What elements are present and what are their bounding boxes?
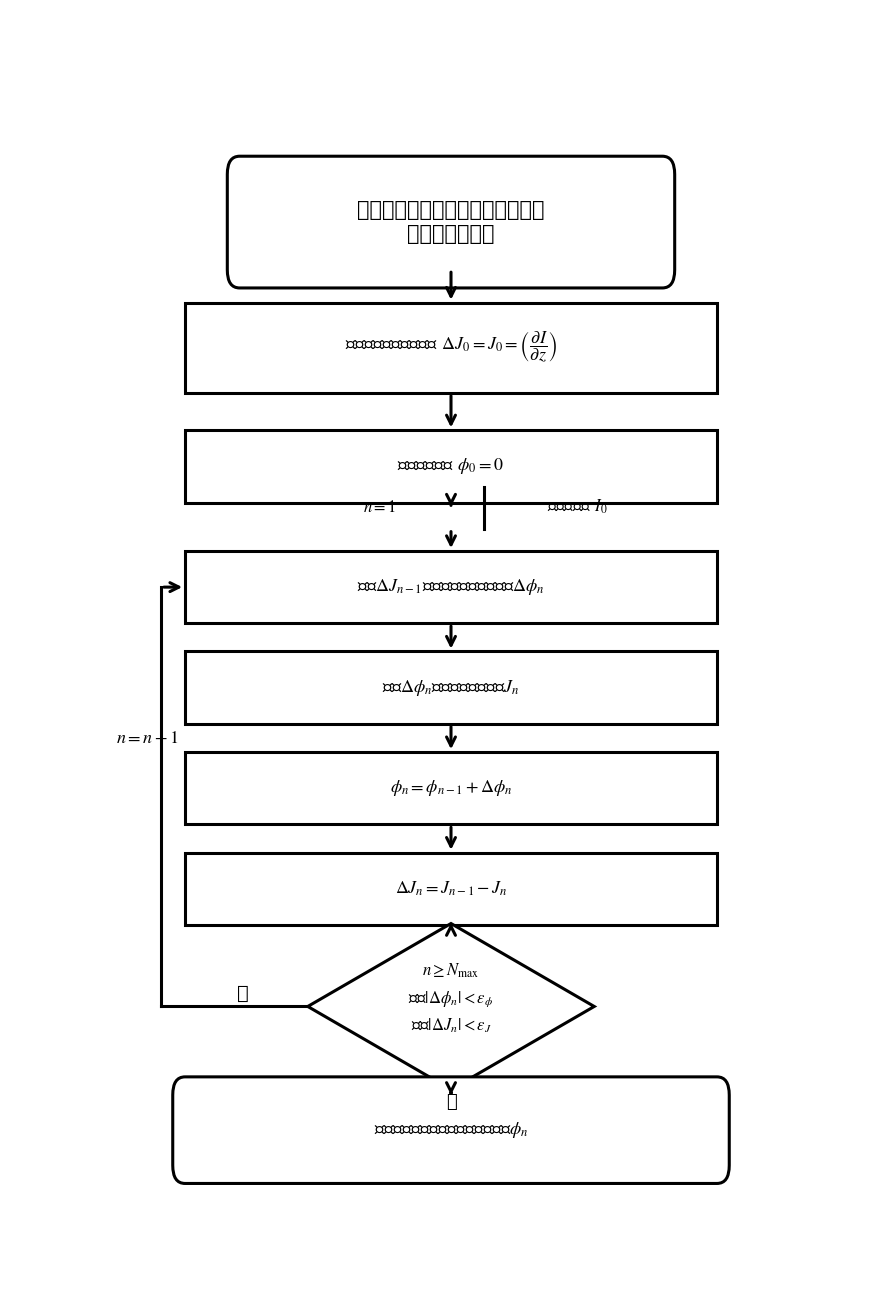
Text: 求解$\Delta\phi_n$对应的轴向微分值$J_n$: 求解$\Delta\phi_n$对应的轴向微分值$J_n$	[382, 678, 520, 697]
Polygon shape	[308, 923, 594, 1089]
Text: 初始化相位值 $\phi_0 = 0$: 初始化相位值 $\phi_0 = 0$	[398, 457, 504, 477]
Text: 否: 否	[237, 983, 249, 1003]
Text: $n=1$: $n=1$	[363, 498, 396, 516]
Bar	[185, 853, 717, 925]
Text: $n \geq N_{\mathrm{max}}$
或者$|\Delta\phi_n| < \varepsilon_\phi$
或者$|\Delta J_n| : $n \geq N_{\mathrm{max}}$ 或者$|\Delta\phi…	[408, 961, 494, 1036]
Text: 聚焦面光强 $I_0$: 聚焦面光强 $I_0$	[546, 498, 607, 516]
Bar	[185, 752, 717, 824]
Text: 计算实际光强轴向微分 $\Delta J_0 = J_0 = \left(\dfrac{\partial I}{\partial z}\right)$: 计算实际光强轴向微分 $\Delta J_0 = J_0 = \left(\df…	[345, 330, 557, 366]
Text: 是: 是	[445, 1093, 457, 1111]
Text: $\phi_n = \phi_{n-1} + \Delta\phi_n$: $\phi_n = \phi_{n-1} + \Delta\phi_n$	[390, 778, 512, 798]
Text: $n = n+1$: $n = n+1$	[116, 729, 179, 747]
FancyBboxPatch shape	[227, 157, 675, 287]
Bar	[185, 303, 717, 393]
Bar	[185, 430, 717, 503]
Bar	[185, 551, 717, 623]
Text: 阈值窗口限制，最终定量相位结果$\phi_n$: 阈值窗口限制，最终定量相位结果$\phi_n$	[374, 1121, 528, 1140]
Text: $\Delta J_n = J_{n-1} - J_n$: $\Delta J_n = J_{n-1} - J_n$	[394, 880, 508, 899]
Text: 求解$\Delta J_{n-1}$对应的非精确的相位值$\Delta\phi_n$: 求解$\Delta J_{n-1}$对应的非精确的相位值$\Delta\phi_…	[357, 577, 545, 597]
Bar	[185, 652, 717, 724]
FancyBboxPatch shape	[172, 1077, 730, 1183]
Text: 开始非均匀性光强下光强传输方程
的高效准确求解: 开始非均匀性光强下光强传输方程 的高效准确求解	[357, 201, 545, 244]
